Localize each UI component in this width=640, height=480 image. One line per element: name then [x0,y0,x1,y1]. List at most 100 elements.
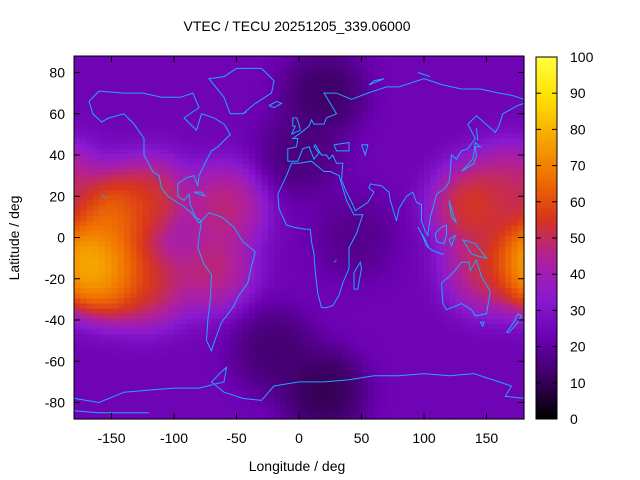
heatmap-cell [336,282,344,289]
heatmap-cell [324,195,331,201]
heatmap-cell [299,195,306,201]
heatmap-cell [292,205,300,212]
heatmap-cell [124,138,131,145]
heatmap-cell [417,61,425,67]
heatmap-cell [405,143,413,150]
heatmap-cell [505,66,513,73]
heatmap-cell [142,71,150,78]
heatmap-cell [280,143,288,150]
heatmap-cell [99,324,106,330]
heatmap-cell [442,293,450,299]
heatmap-cell [386,123,394,129]
heatmap-cell [174,159,181,165]
heatmap-cell [74,138,81,145]
heatmap-cell [149,308,156,315]
heatmap-cell [242,293,250,299]
heatmap-cell [505,334,513,341]
heatmap-cell [392,324,400,330]
heatmap-cell [342,391,350,397]
heatmap-cell [192,391,200,397]
heatmap-cell [399,231,406,238]
heatmap-cell [436,56,444,62]
heatmap-cell [224,231,231,238]
heatmap-cell [161,282,169,289]
heatmap-cell [517,318,525,325]
heatmap-cell [249,56,256,62]
heatmap-cell [492,396,500,403]
heatmap-cell [224,288,231,294]
heatmap-cell [361,318,369,325]
heatmap-cell [392,205,400,212]
heatmap-cell [380,56,388,62]
heatmap-cell [186,329,194,336]
heatmap-cell [486,231,494,238]
heatmap-cell [286,386,294,392]
heatmap-cell [505,179,513,186]
heatmap-cell [517,215,525,222]
heatmap-cell [355,210,363,217]
heatmap-cell [86,318,94,325]
heatmap-cell [199,401,206,408]
heatmap-cell [130,97,138,104]
heatmap-cell [449,308,456,315]
heatmap-cell [411,293,419,299]
heatmap-cell [155,205,163,212]
heatmap-cell [167,231,175,238]
heatmap-cell [211,241,219,248]
heatmap-cell [367,195,375,201]
heatmap-cell [511,355,519,361]
heatmap-cell [224,195,231,201]
heatmap-cell [280,282,288,289]
heatmap-cell [230,313,238,320]
heatmap-cell [292,169,300,176]
heatmap-cell [242,190,250,196]
heatmap-cell [511,293,519,299]
heatmap-cell [249,329,256,336]
heatmap-cell [124,169,131,176]
heatmap-cell [374,133,381,140]
heatmap-cell [505,375,513,382]
heatmap-cell [192,344,200,351]
heatmap-cell [236,282,244,289]
heatmap-cell [217,195,225,201]
heatmap-cell [161,92,169,98]
heatmap-cell [424,375,431,382]
heatmap-cell [180,329,188,336]
heatmap-cell [505,272,513,279]
heatmap-cell [342,262,350,269]
heatmap-cell [511,92,519,98]
heatmap-cell [330,200,338,207]
heatmap-cell [467,179,475,186]
heatmap-cell [180,303,188,310]
heatmap-cell [299,231,306,238]
heatmap-cell [324,257,331,263]
heatmap-cell [242,179,250,186]
heatmap-cell [505,133,513,140]
heatmap-cell [280,97,288,104]
heatmap-cell [417,153,425,160]
heatmap-cell [405,236,413,243]
heatmap-cell [317,205,325,212]
heatmap-cell [211,236,219,243]
heatmap-cell [374,391,381,397]
heatmap-cell [436,334,444,341]
heatmap-cell [480,226,488,232]
heatmap-cell [311,86,319,93]
heatmap-cell [424,174,431,181]
heatmap-cell [274,205,281,212]
heatmap-cell [442,112,450,119]
heatmap-cell [330,138,338,145]
heatmap-cell [492,97,500,104]
heatmap-cell [186,107,194,114]
heatmap-cell [392,303,400,310]
heatmap-cell [424,272,431,279]
heatmap-cell [399,76,406,83]
heatmap-cell [386,210,394,217]
heatmap-cell [242,138,250,145]
heatmap-cell [336,246,344,253]
heatmap-cell [236,86,244,93]
heatmap-cell [217,406,225,413]
heatmap-cell [186,117,194,124]
heatmap-cell [242,76,250,83]
heatmap-cell [355,102,363,109]
